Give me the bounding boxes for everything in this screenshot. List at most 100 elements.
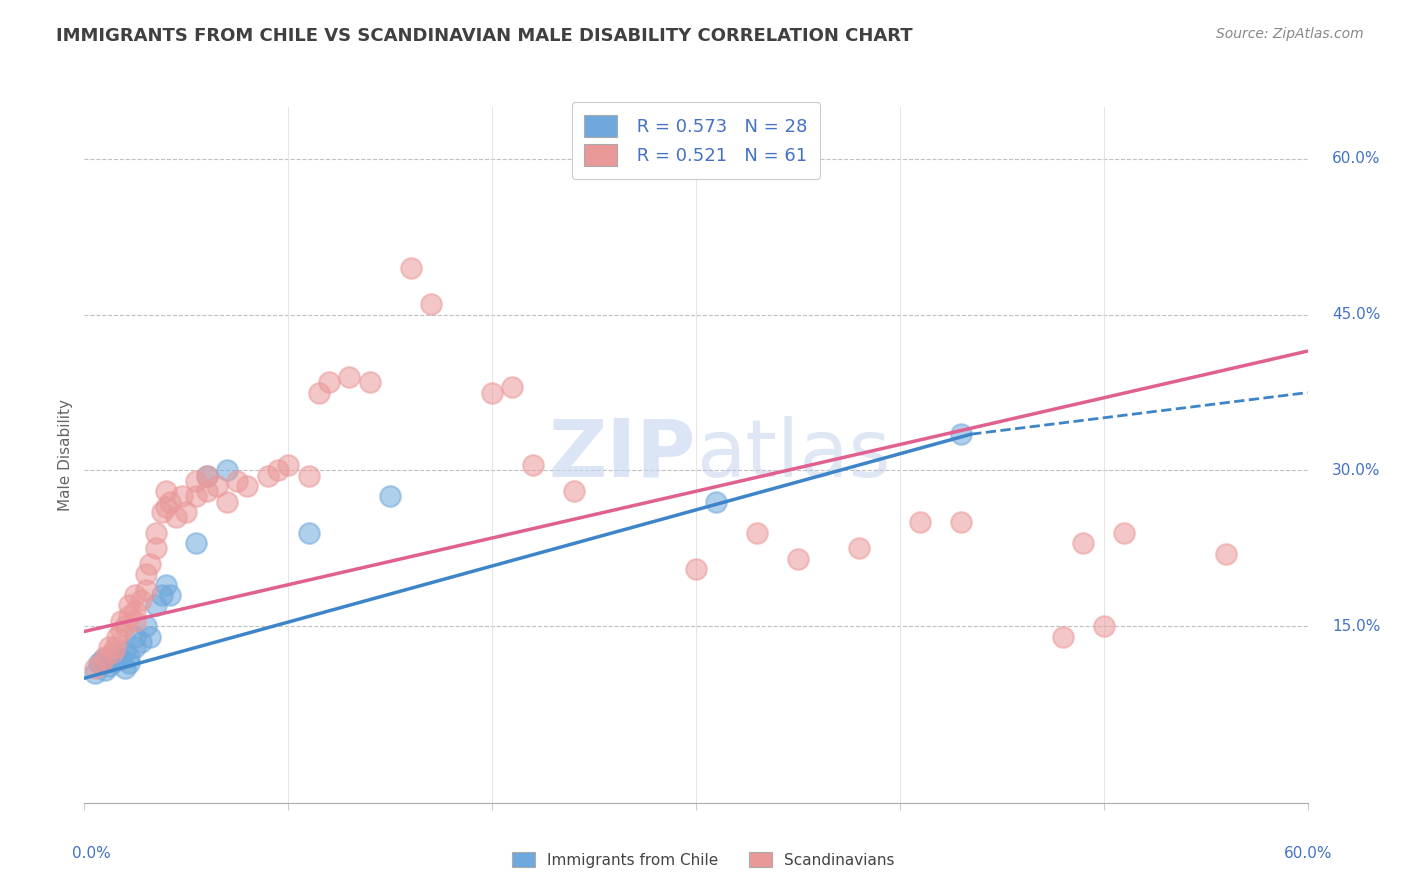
Y-axis label: Male Disability: Male Disability bbox=[58, 399, 73, 511]
Text: 30.0%: 30.0% bbox=[1331, 463, 1381, 478]
Text: IMMIGRANTS FROM CHILE VS SCANDINAVIAN MALE DISABILITY CORRELATION CHART: IMMIGRANTS FROM CHILE VS SCANDINAVIAN MA… bbox=[56, 27, 912, 45]
Point bbox=[118, 650, 141, 665]
Point bbox=[186, 490, 208, 504]
Point bbox=[704, 494, 728, 508]
Point bbox=[267, 463, 290, 477]
Point bbox=[908, 516, 931, 530]
Point bbox=[685, 562, 707, 576]
Point bbox=[186, 474, 208, 488]
Point bbox=[298, 525, 321, 540]
Point bbox=[105, 630, 128, 644]
Point bbox=[420, 297, 443, 311]
Point bbox=[308, 385, 330, 400]
Point bbox=[131, 635, 153, 649]
Point bbox=[93, 650, 115, 665]
Point bbox=[90, 656, 112, 670]
Point bbox=[172, 490, 194, 504]
Point bbox=[159, 588, 181, 602]
Point bbox=[150, 505, 173, 519]
Point bbox=[186, 536, 208, 550]
Point bbox=[124, 640, 146, 654]
Point bbox=[101, 645, 124, 659]
Point bbox=[118, 656, 141, 670]
Legend: Immigrants from Chile, Scandinavians: Immigrants from Chile, Scandinavians bbox=[505, 844, 901, 875]
Point bbox=[217, 494, 239, 508]
Point bbox=[236, 479, 259, 493]
Point bbox=[155, 484, 177, 499]
Point bbox=[298, 468, 321, 483]
Point bbox=[114, 645, 136, 659]
Text: 0.0%: 0.0% bbox=[72, 847, 111, 862]
Point bbox=[145, 599, 167, 613]
Point bbox=[1092, 619, 1115, 633]
Text: Source: ZipAtlas.com: Source: ZipAtlas.com bbox=[1216, 27, 1364, 41]
Point bbox=[787, 551, 810, 566]
Text: atlas: atlas bbox=[696, 416, 890, 494]
Point bbox=[124, 630, 146, 644]
Point bbox=[101, 655, 124, 669]
Point bbox=[114, 619, 136, 633]
Point bbox=[380, 490, 402, 504]
Point bbox=[195, 484, 218, 499]
Point bbox=[217, 463, 239, 477]
Point bbox=[226, 474, 249, 488]
Point bbox=[97, 640, 120, 654]
Point bbox=[110, 624, 132, 639]
Point bbox=[1215, 547, 1237, 561]
Point bbox=[1052, 630, 1074, 644]
Point bbox=[277, 458, 299, 473]
Point bbox=[110, 614, 132, 628]
Point bbox=[124, 614, 146, 628]
Point bbox=[150, 588, 173, 602]
Point bbox=[848, 541, 870, 556]
Point bbox=[195, 468, 218, 483]
Point bbox=[124, 588, 146, 602]
Text: 45.0%: 45.0% bbox=[1331, 307, 1381, 322]
Point bbox=[195, 468, 218, 483]
Point bbox=[91, 652, 114, 666]
Point bbox=[155, 500, 177, 514]
Point bbox=[159, 494, 181, 508]
Point bbox=[118, 608, 141, 623]
Point bbox=[501, 380, 523, 394]
Point bbox=[165, 510, 187, 524]
Point bbox=[83, 665, 105, 680]
Point bbox=[104, 640, 127, 654]
Point bbox=[399, 260, 422, 275]
Point bbox=[174, 505, 197, 519]
Point bbox=[97, 658, 120, 673]
Text: 60.0%: 60.0% bbox=[1331, 152, 1381, 167]
Text: ZIP: ZIP bbox=[548, 416, 696, 494]
Point bbox=[110, 652, 132, 666]
Point bbox=[318, 376, 340, 390]
Point bbox=[118, 599, 141, 613]
Point bbox=[87, 656, 110, 670]
Point bbox=[522, 458, 544, 473]
Text: 15.0%: 15.0% bbox=[1331, 619, 1381, 633]
Point bbox=[481, 385, 503, 400]
Point bbox=[145, 541, 167, 556]
Point bbox=[1114, 525, 1136, 540]
Point bbox=[950, 516, 973, 530]
Legend:  R = 0.573   N = 28,  R = 0.521   N = 61: R = 0.573 N = 28, R = 0.521 N = 61 bbox=[572, 103, 820, 178]
Point bbox=[562, 484, 585, 499]
Point bbox=[339, 370, 360, 384]
Text: 60.0%: 60.0% bbox=[1284, 847, 1331, 862]
Point bbox=[135, 567, 157, 582]
Point bbox=[138, 630, 160, 644]
Point bbox=[1071, 536, 1094, 550]
Point bbox=[114, 661, 136, 675]
Point bbox=[145, 525, 167, 540]
Point bbox=[747, 525, 769, 540]
Point bbox=[138, 557, 160, 571]
Point bbox=[93, 663, 115, 677]
Point bbox=[135, 582, 157, 597]
Point bbox=[104, 650, 127, 665]
Point bbox=[124, 604, 146, 618]
Point bbox=[131, 593, 153, 607]
Point bbox=[950, 427, 973, 442]
Point bbox=[135, 619, 157, 633]
Point bbox=[257, 468, 280, 483]
Point bbox=[359, 376, 381, 390]
Point bbox=[155, 578, 177, 592]
